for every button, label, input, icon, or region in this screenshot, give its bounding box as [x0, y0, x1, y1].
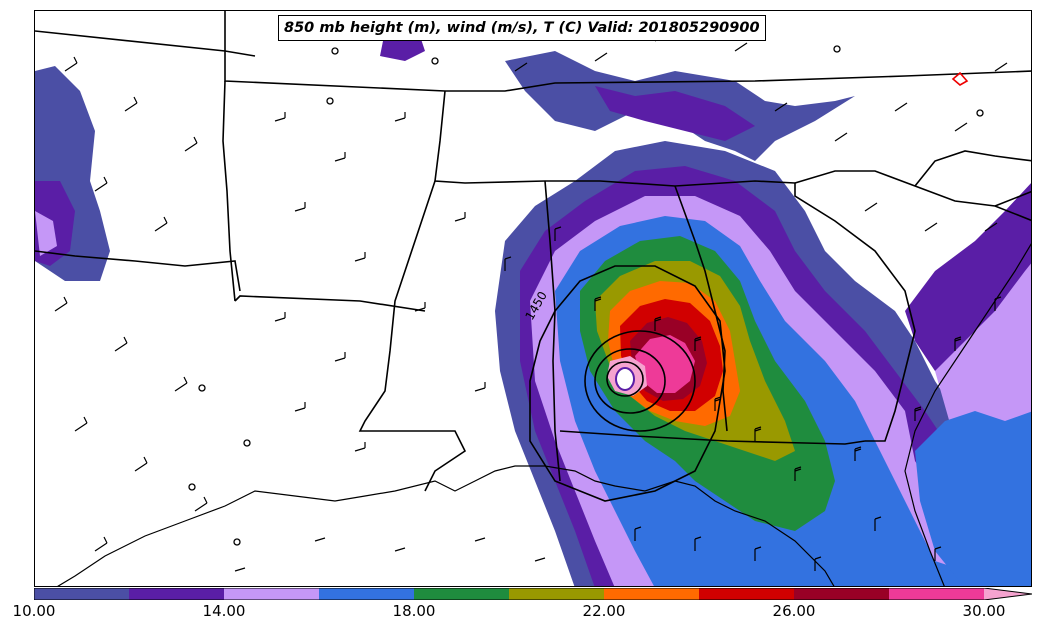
map-panel: 1450	[34, 10, 1032, 587]
wind-barbs	[54, 32, 1008, 572]
colorbar-segment	[889, 588, 984, 600]
colorbar-outline	[34, 588, 1032, 600]
weather-map: 1450	[35, 11, 1031, 586]
coastline	[57, 465, 835, 586]
colorbar-tick-label: 30.00	[962, 602, 1006, 620]
calm-wind-markers	[188, 45, 984, 546]
colorbar-extension	[984, 588, 1032, 600]
colorbar-segment	[509, 588, 604, 600]
colorbar-segment	[129, 588, 224, 600]
coastline-east	[904, 243, 1031, 586]
colorbar-tick-label: 26.00	[772, 602, 816, 620]
storm-eye	[615, 367, 635, 391]
precip-shade-east-3	[915, 411, 1031, 586]
state-boundaries	[35, 11, 1031, 492]
colorbar-segment	[319, 588, 414, 600]
colorbar-tick-label: 18.00	[392, 602, 436, 620]
colorbar-segment	[224, 588, 319, 600]
colorbar-segment	[699, 588, 794, 600]
colorbar	[34, 588, 1032, 600]
colorbar-tick-label: 14.00	[202, 602, 246, 620]
colorbar-segment	[604, 588, 699, 600]
height-contours	[529, 265, 726, 502]
precip-shade-west-light	[35, 211, 57, 256]
colorbar-segment	[34, 588, 129, 600]
map-title: 850 mb height (m), wind (m/s), T (C) Val…	[278, 15, 766, 41]
precip-shade-north-3	[595, 86, 755, 141]
temperature-contour-red	[951, 71, 969, 86]
precip-shade-storm-10	[635, 335, 695, 393]
colorbar-tick-label: 10.00	[12, 602, 56, 620]
colorbar-tick-label: 22.00	[582, 602, 626, 620]
colorbar-segment	[414, 588, 509, 600]
colorbar-segment	[794, 588, 889, 600]
